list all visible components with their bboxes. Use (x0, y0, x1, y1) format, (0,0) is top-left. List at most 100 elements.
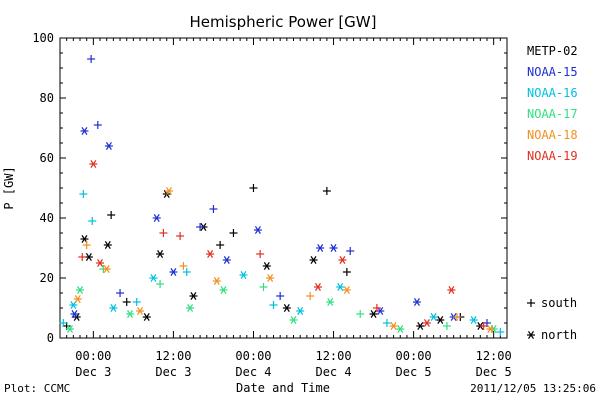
data-point-north (152, 214, 161, 222)
legend-entry: NOAA-16 (527, 86, 578, 100)
data-point-north (84, 253, 93, 261)
legend-entry: METP-02 (527, 44, 578, 58)
data-point-north (126, 310, 135, 318)
data-point-south (259, 283, 268, 291)
data-point-south (269, 301, 278, 309)
data-point-north (396, 325, 405, 333)
data-point-north (469, 316, 478, 324)
data-point-south (78, 253, 87, 261)
data-point-north (342, 286, 351, 294)
series-legend: METP-02 NOAA-15 NOAA-16 NOAA-17 NOAA-18 NOAA-… (527, 44, 578, 163)
data-point-south (382, 319, 391, 327)
data-point-south (276, 292, 285, 300)
data-point-north (429, 313, 438, 321)
data-point-north (156, 250, 165, 258)
data-point-south (179, 262, 188, 270)
y-tick-label: 60 (40, 151, 54, 165)
y-tick-label: 100 (32, 31, 54, 45)
y-tick-label: 0 (47, 331, 54, 345)
data-point-north (282, 304, 291, 312)
data-point-north (389, 322, 398, 330)
legend-entry: NOAA-15 (527, 65, 578, 79)
data-point-north (102, 265, 111, 273)
data-point-north (338, 256, 347, 264)
x-tick-label-date: Dec 5 (396, 365, 432, 379)
data-point-north (89, 160, 98, 168)
plot-frame (59, 37, 508, 339)
x-tick-label-date: Dec 4 (235, 365, 271, 379)
data-point-north (136, 307, 145, 315)
marker-legend-label: south (541, 296, 577, 310)
data-point-south (196, 223, 205, 231)
chart-title: Hemispheric Power [GW] (190, 13, 377, 31)
data-point-north (169, 268, 178, 276)
y-axis-ticks: 0 20 40 60 80 100 (32, 31, 507, 345)
data-point-north (186, 304, 195, 312)
data-point-north (309, 256, 318, 264)
data-point-south (182, 268, 191, 276)
data-point-north (96, 259, 105, 267)
data-point-north (329, 244, 338, 252)
data-point-north (76, 286, 85, 294)
y-axis-label: P [GW] (2, 166, 16, 209)
data-point-north (189, 292, 198, 300)
data-point-south (229, 229, 238, 237)
data-point-north (103, 241, 112, 249)
data-point-north (149, 274, 158, 282)
legend-entry: NOAA-19 (527, 149, 578, 163)
data-point-north (66, 325, 75, 333)
data-point-south (107, 211, 116, 219)
data-point-south (342, 268, 351, 276)
x-tick-label-date: Dec 4 (315, 365, 351, 379)
data-point-north (262, 262, 271, 270)
data-point-north (206, 250, 215, 258)
data-point-south (216, 241, 225, 249)
data-point-north (316, 244, 325, 252)
data-point-south (356, 310, 365, 318)
data-point-south (322, 187, 331, 195)
y-tick-label: 20 (40, 271, 54, 285)
marker-legend-symbol-south (527, 299, 535, 307)
data-point-north (289, 316, 298, 324)
data-point-south (256, 250, 265, 258)
data-points (59, 55, 505, 336)
data-point-south (82, 241, 91, 249)
x-tick-label-time: 12:00 (315, 349, 351, 363)
data-point-north (412, 298, 421, 306)
data-point-north (369, 310, 378, 318)
data-point-south (116, 289, 125, 297)
data-point-north (416, 322, 425, 330)
y-tick-label: 40 (40, 211, 54, 225)
data-point-north (142, 313, 151, 321)
data-point-south (452, 313, 461, 321)
data-point-south (479, 322, 488, 330)
data-point-south (88, 217, 97, 225)
data-point-south (372, 304, 381, 312)
x-axis-label: Date and Time (236, 381, 330, 395)
data-point-south (87, 55, 96, 63)
data-point-north (70, 310, 79, 318)
data-point-north (422, 319, 431, 327)
data-point-north (266, 274, 275, 282)
y-tick-label: 80 (40, 91, 54, 105)
data-point-north (436, 316, 445, 324)
data-point-north (447, 286, 456, 294)
data-point-south (442, 322, 451, 330)
x-tick-label-time: 12:00 (476, 349, 512, 363)
x-tick-label-date: Dec 3 (155, 365, 191, 379)
data-point-south (79, 190, 88, 198)
data-point-south (346, 247, 355, 255)
marker-legend-symbol-north (527, 331, 535, 339)
marker-legend-label: north (541, 328, 577, 342)
x-tick-label-time: 00:00 (75, 349, 111, 363)
data-point-north (219, 286, 228, 294)
data-point-south (209, 205, 218, 213)
data-point-north (80, 127, 89, 135)
x-tick-label-date: Dec 3 (75, 365, 111, 379)
data-point-north (336, 283, 345, 291)
plot-credit: Plot: CCMC (4, 382, 70, 395)
data-point-north (313, 283, 322, 291)
data-point-south (176, 232, 185, 240)
data-point-south (306, 292, 315, 300)
